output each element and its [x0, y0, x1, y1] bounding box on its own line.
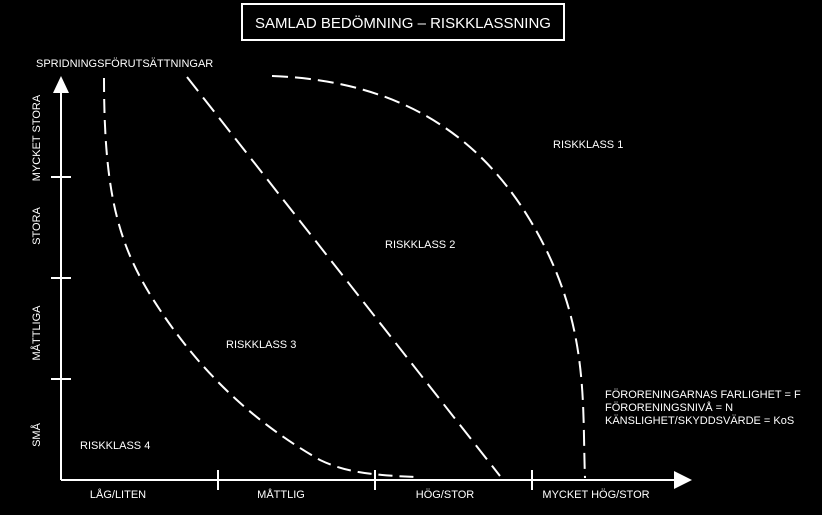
y-category-large: STORA	[31, 206, 43, 244]
region-label-class3: RISKKLASS 3	[226, 339, 296, 351]
y-axis-label: SPRIDNINGSFÖRUTSÄTTNINGAR	[36, 58, 213, 70]
region-label-class4: RISKKLASS 4	[80, 440, 150, 452]
legend-line-2: FÖRORENINGSNIVÅ = N	[605, 401, 733, 414]
x-category-very-high: MYCKET HÖG/STOR	[542, 489, 649, 501]
region-label-class1: RISKKLASS 1	[553, 139, 623, 151]
x-axis-arrow	[674, 471, 692, 489]
x-category-low: LÅG/LITEN	[90, 488, 146, 501]
region-label-class2: RISKKLASS 2	[385, 239, 455, 251]
x-category-moderate: MÅTTLIG	[257, 488, 305, 501]
boundary-class2-class3	[186, 76, 501, 477]
boundary-class3-class4	[103, 77, 416, 478]
x-category-high: HÖG/STOR	[416, 489, 475, 501]
y-axis-arrow	[53, 76, 69, 93]
y-category-moderate: MÅTTLIGA	[30, 305, 43, 361]
diagram-title: SAMLAD BEDÖMNING – RISKKLASSNING	[255, 14, 551, 32]
y-category-very-large: MYCKET STORA	[31, 94, 43, 181]
y-category-small: SMÅ	[30, 422, 43, 447]
title-box	[241, 3, 565, 41]
boundary-class1-class2	[271, 75, 586, 479]
legend-line-3: KÄNSLIGHET/SKYDDSVÄRDE = KoS	[605, 415, 794, 427]
legend-line-1: FÖRORENINGARNAS FARLIGHET = F	[605, 389, 801, 401]
